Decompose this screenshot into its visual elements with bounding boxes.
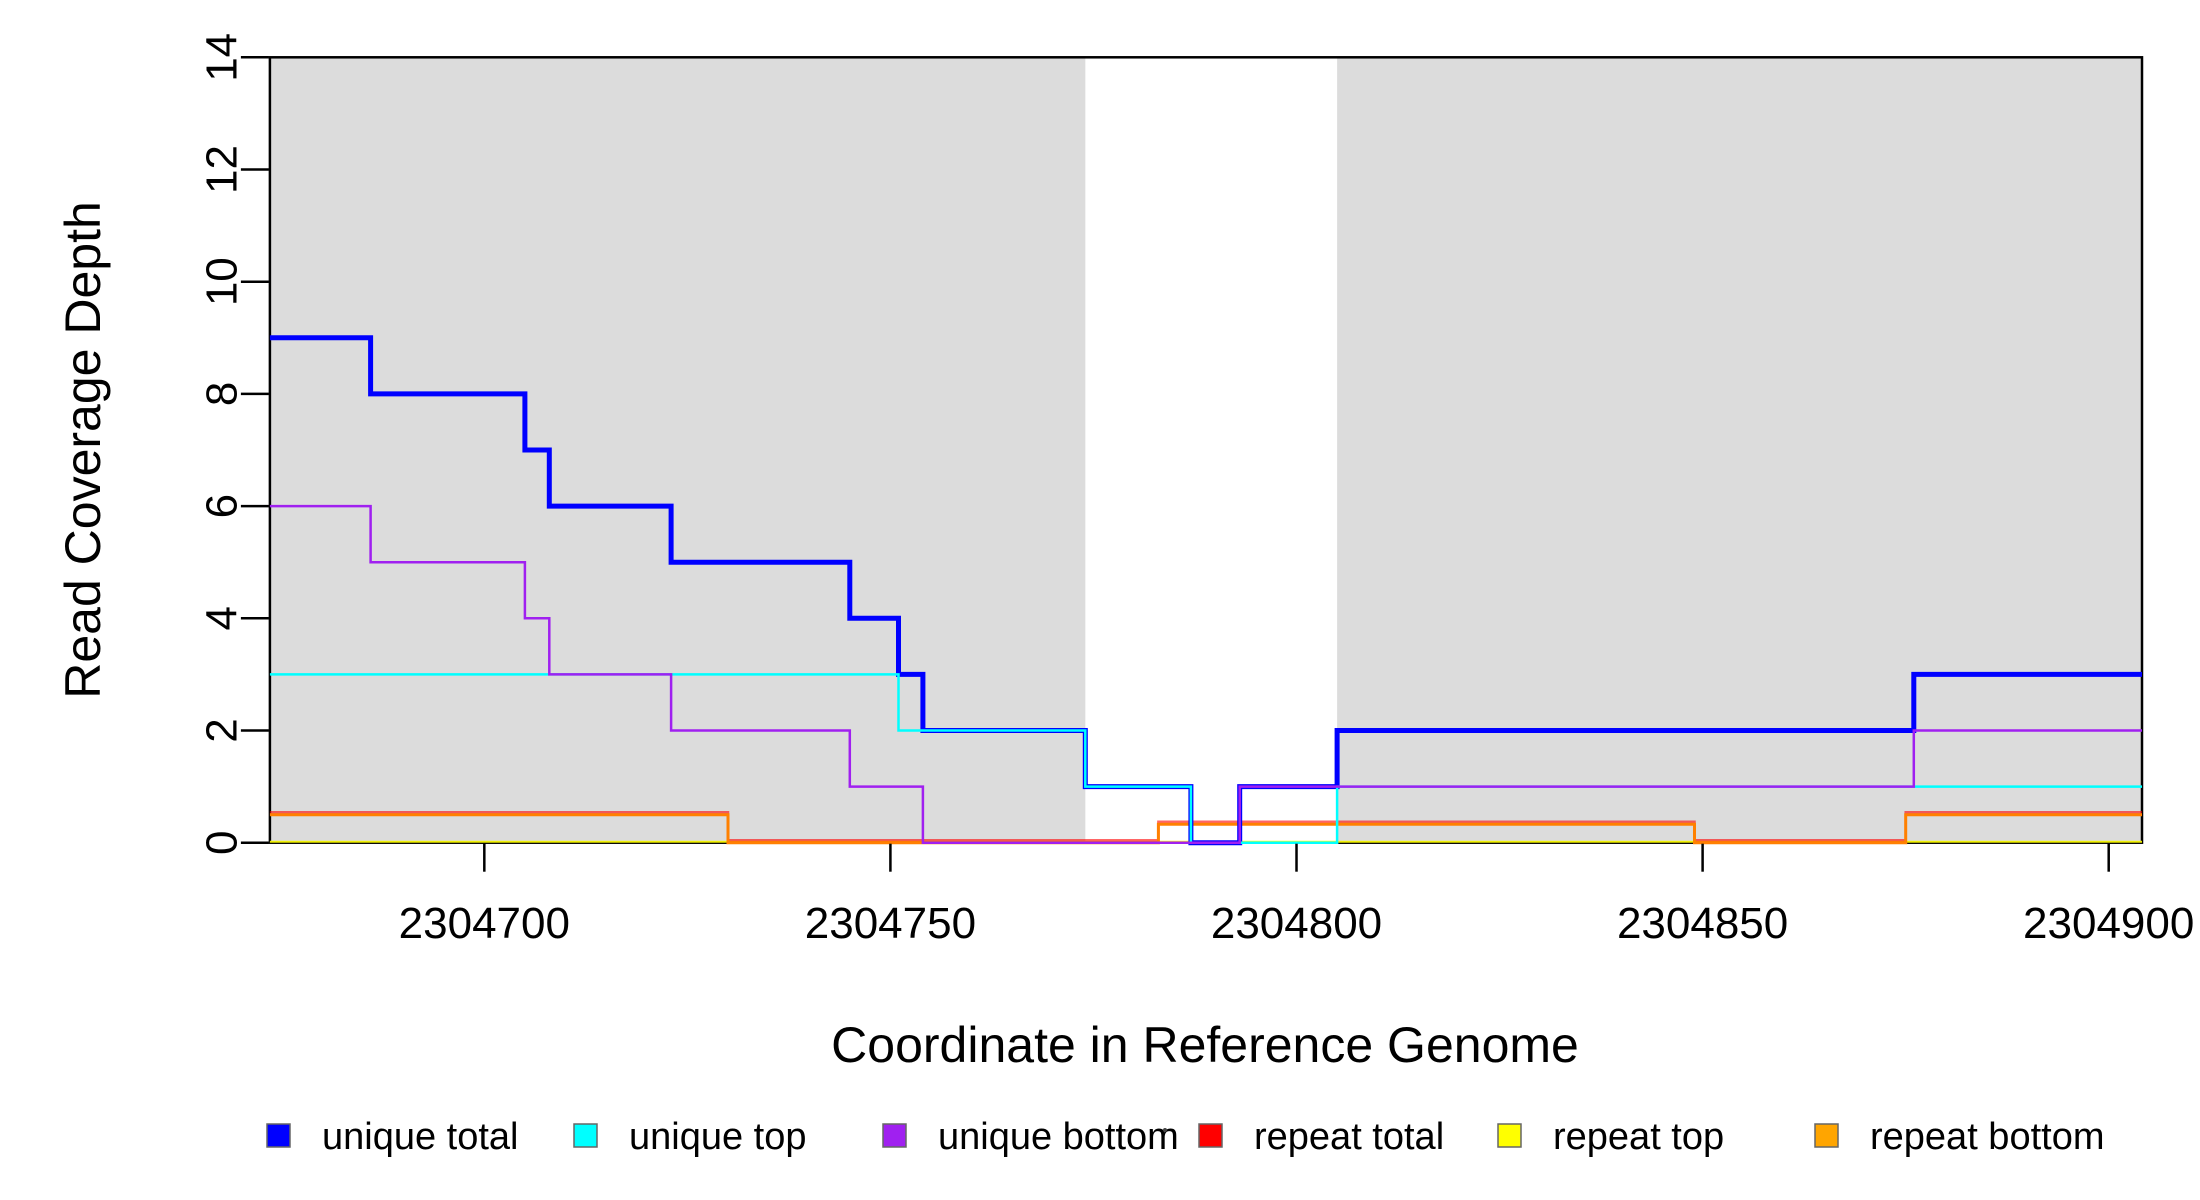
series-unique-bottom — [269, 504, 2142, 844]
y-tick-label: 10 — [198, 257, 247, 306]
legend-label: unique top — [629, 1116, 807, 1158]
x-tick-label: 2304750 — [805, 899, 976, 948]
legend-swatch-repeat-top — [1497, 1123, 1522, 1148]
legend-swatch-unique-bottom — [882, 1123, 907, 1148]
legend-swatch-unique-top — [573, 1123, 598, 1148]
y-tick-label: 6 — [198, 494, 247, 518]
shaded-region — [269, 57, 1086, 843]
legend-label: repeat total — [1254, 1116, 1444, 1158]
series-lines — [269, 335, 2142, 846]
y-tick-label: 4 — [198, 606, 247, 630]
legend-swatch-repeat-total — [1198, 1123, 1223, 1148]
legend-label: unique bottom — [938, 1116, 1179, 1158]
legend-swatch-repeat-bottom — [1814, 1123, 1839, 1148]
shaded-regions — [269, 57, 2142, 843]
x-tick-label: 2304900 — [2023, 899, 2194, 948]
y-tick-label: 0 — [198, 830, 247, 854]
legend-label: repeat top — [1553, 1116, 1724, 1158]
y-tick-label: 8 — [198, 382, 247, 406]
stray-dot-artifact — [1163, 1128, 1167, 1132]
legend-label: repeat bottom — [1870, 1116, 2104, 1158]
shaded-region — [1337, 57, 2142, 843]
y-axis-title: Read Coverage Depth — [55, 201, 111, 699]
series-repeat-bottom — [269, 813, 2142, 845]
x-tick-label: 2304700 — [399, 899, 570, 948]
legend-swatch-unique-total — [266, 1123, 291, 1148]
legend-label: unique total — [322, 1116, 519, 1158]
x-tick-label: 2304800 — [1211, 899, 1382, 948]
series-unique-top — [269, 673, 2142, 844]
y-tick-label: 14 — [198, 33, 247, 82]
y-tick-label: 2 — [198, 718, 247, 742]
x-tick-label: 2304850 — [1617, 899, 1788, 948]
x-axis-title: Coordinate in Reference Genome — [831, 1017, 1579, 1073]
y-tick-label: 12 — [198, 145, 247, 194]
legend: unique total unique top unique bottom repea… — [266, 1116, 2104, 1158]
axis-ticks: 2304700 2304750 2304800 2304850 2304900 0 2 4 6 8… — [198, 33, 2195, 948]
